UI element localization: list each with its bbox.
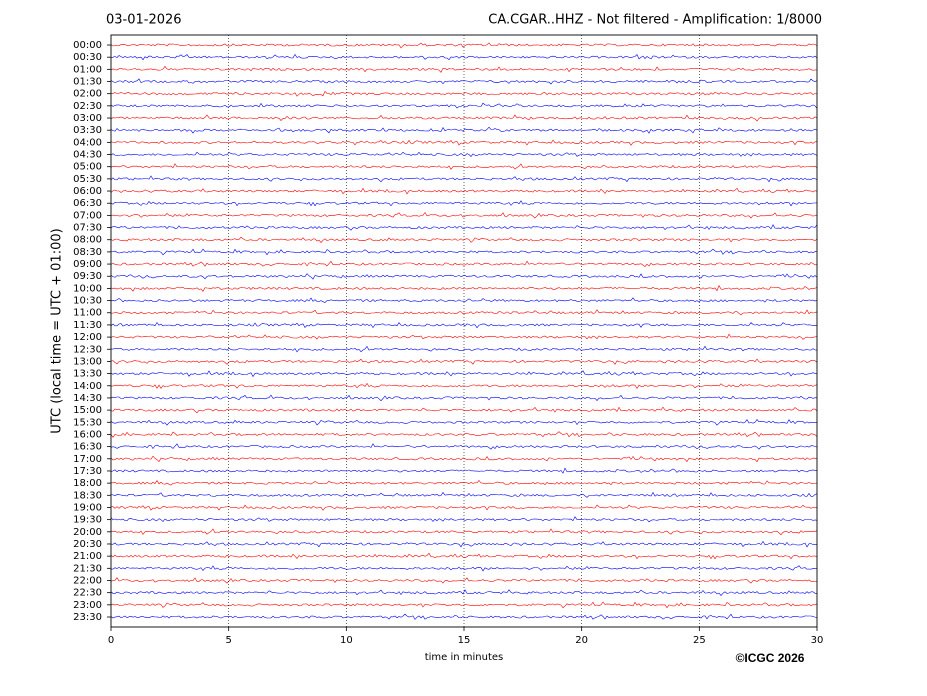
trace: [110, 589, 818, 596]
y-tick-label: 07:30: [73, 223, 102, 234]
y-tick-label: 15:30: [73, 417, 102, 428]
y-tick-label: 02:00: [73, 89, 102, 100]
x-tick-label: 30: [811, 635, 824, 646]
y-tick-label: 11:30: [73, 320, 102, 331]
y-tick-label: 19:00: [73, 502, 102, 513]
y-tick-label: 16:30: [73, 442, 102, 453]
y-tick-label: 20:00: [73, 527, 102, 538]
y-tick-label: 02:30: [73, 101, 102, 112]
y-tick-label: 16:00: [73, 429, 102, 440]
y-tick-label: 10:00: [73, 283, 102, 294]
y-tick-label: 17:30: [73, 466, 102, 477]
trace: [110, 382, 818, 389]
x-tick-label: 25: [693, 635, 706, 646]
trace: [110, 345, 818, 353]
x-tick-label: 20: [575, 635, 588, 646]
trace: [110, 528, 818, 536]
y-tick-label: 23:00: [73, 600, 102, 611]
y-tick-label: 05:30: [73, 174, 102, 185]
y-tick-label: 13:00: [73, 356, 102, 367]
y-axis-label: UTC (local time = UTC + 01:00): [50, 228, 65, 433]
x-tick-label: 10: [340, 635, 353, 646]
y-tick-label: 18:00: [73, 478, 102, 489]
y-tick-label: 23:30: [73, 612, 102, 623]
trace: [110, 333, 818, 340]
y-tick-label: 10:30: [73, 296, 102, 307]
trace: [110, 102, 818, 109]
y-tick-label: 11:00: [73, 308, 102, 319]
y-tick-label: 00:30: [73, 52, 102, 63]
y-tick-label: 07:00: [73, 210, 102, 221]
x-tick-label: 5: [225, 635, 231, 646]
trace: [110, 540, 817, 548]
y-tick-label: 01:30: [73, 77, 102, 88]
y-tick-label: 01:00: [73, 64, 102, 75]
y-tick-label: 22:30: [73, 588, 102, 599]
y-tick-label: 03:30: [73, 125, 102, 136]
trace: [110, 114, 818, 122]
x-axis-label: time in minutes: [425, 652, 504, 663]
y-tick-label: 15:00: [73, 405, 102, 416]
x-tick-label: 0: [108, 635, 114, 646]
trace: [110, 175, 818, 183]
trace: [110, 309, 818, 316]
y-tick-label: 22:00: [73, 575, 102, 586]
trace: [110, 42, 818, 49]
y-tick-label: 09:30: [73, 271, 102, 282]
trace: [110, 297, 818, 303]
y-tick-label: 03:00: [73, 113, 102, 124]
x-tick-label: 15: [458, 635, 471, 646]
trace: [110, 565, 818, 572]
y-tick-label: 13:30: [73, 369, 102, 380]
y-tick-label: 17:00: [73, 454, 102, 465]
plot-frame: [110, 34, 818, 628]
y-tick-label: 21:00: [73, 551, 102, 562]
trace: [110, 516, 818, 523]
y-tick-label: 20:30: [73, 539, 102, 550]
y-tick-label: 04:30: [73, 150, 102, 161]
y-tick-label: 09:00: [73, 259, 102, 270]
credit: ©ICGC 2026: [736, 651, 805, 665]
y-tick-label: 12:00: [73, 332, 102, 343]
y-tick-label: 06:30: [73, 198, 102, 209]
y-tick-label: 00:00: [73, 40, 102, 51]
y-tick-label: 05:00: [73, 162, 102, 173]
y-tick-label: 08:30: [73, 247, 102, 258]
y-tick-label: 14:30: [73, 393, 102, 404]
y-tick-label: 12:30: [73, 344, 102, 355]
y-tick-label: 18:30: [73, 490, 102, 501]
y-tick-label: 14:00: [73, 381, 102, 392]
y-tick-label: 21:30: [73, 563, 102, 574]
y-tick-label: 08:00: [73, 235, 102, 246]
y-tick-label: 04:00: [73, 137, 102, 148]
chart-title: CA.CGAR..HHZ - Not filtered - Amplificat…: [488, 13, 822, 28]
trace: [110, 126, 818, 134]
trace: [110, 90, 817, 97]
trace: [110, 321, 818, 329]
y-tick-label: 06:00: [73, 186, 102, 197]
trace: [110, 53, 818, 61]
y-tick-label: 19:30: [73, 515, 102, 526]
date-title: 03-01-2026: [106, 13, 182, 28]
